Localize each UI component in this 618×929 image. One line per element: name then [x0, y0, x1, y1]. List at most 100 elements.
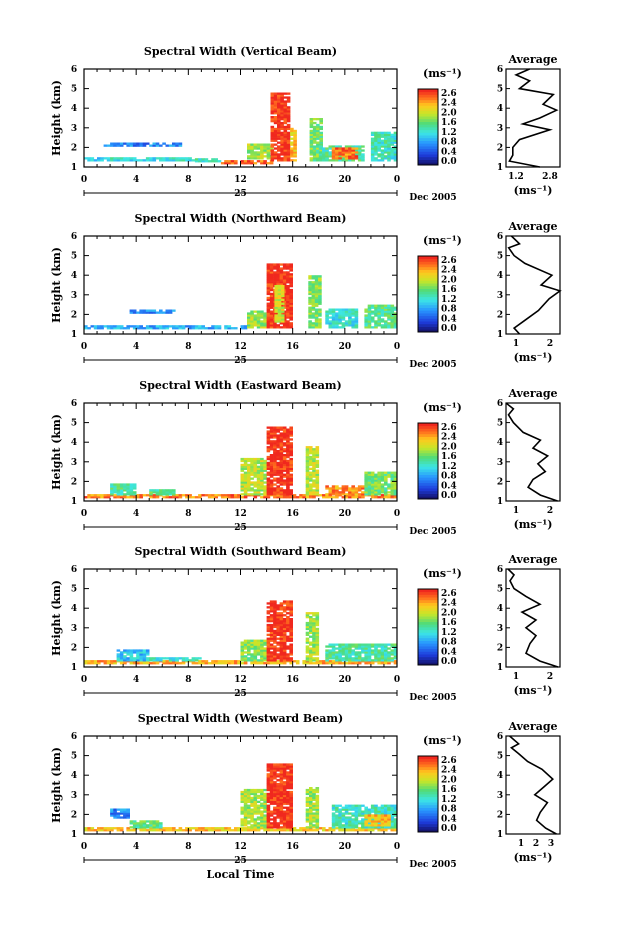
data-cell [314, 283, 319, 286]
data-cell [139, 653, 143, 656]
data-cell [289, 306, 293, 309]
data-cell [384, 473, 388, 476]
data-cell [357, 496, 362, 499]
data-cell [328, 829, 333, 832]
data-cell [172, 159, 176, 162]
data-cell [273, 434, 277, 437]
data-cell [247, 145, 251, 148]
data-cell [351, 812, 355, 815]
data-cell [266, 281, 271, 284]
colorbar-swatch [418, 89, 438, 93]
data-cell [289, 783, 293, 786]
data-cell [312, 635, 316, 638]
data-cell [142, 653, 147, 656]
data-cell [348, 153, 352, 156]
colorbar-tick-label: 0.8 [441, 472, 457, 482]
data-cell [280, 104, 284, 107]
data-cell [315, 452, 320, 455]
data-cell [289, 763, 293, 766]
data-cell [270, 127, 275, 131]
data-cell [256, 153, 261, 156]
data-cell [240, 463, 245, 467]
data-cell [351, 308, 355, 311]
data-cell [266, 322, 271, 325]
data-cell [318, 290, 322, 294]
data-cell [286, 816, 290, 819]
data-cell [273, 430, 277, 433]
data-cell [277, 102, 281, 105]
data-cell [367, 320, 372, 323]
data-cell [393, 804, 398, 807]
data-cell [129, 491, 134, 494]
data-cell [103, 157, 108, 160]
data-cell [168, 493, 173, 496]
y-tick-label: 6 [71, 565, 77, 575]
avg-x-tick-label: 1.2 [508, 172, 524, 182]
data-cell [129, 829, 134, 832]
data-cell [351, 496, 355, 499]
data-cell [357, 827, 362, 830]
data-cell [276, 467, 280, 470]
y-tick-label: 5 [71, 419, 77, 429]
data-cell [247, 788, 251, 792]
data-cell [364, 318, 368, 321]
data-cell [266, 316, 271, 319]
data-cell [247, 641, 251, 644]
data-cell [230, 162, 235, 165]
data-cell [282, 769, 287, 772]
colorbar-swatch [418, 804, 438, 808]
data-cell [309, 627, 313, 631]
data-cell [152, 489, 157, 492]
data-cell [305, 829, 310, 832]
data-cell [152, 157, 157, 160]
data-cell [269, 304, 274, 307]
data-cell [390, 310, 395, 313]
data-cell [256, 826, 261, 829]
data-cell [123, 649, 127, 652]
data-cell [309, 806, 313, 809]
data-cell [256, 320, 261, 323]
data-cell [269, 773, 274, 776]
data-cell [280, 114, 284, 117]
data-cell [263, 814, 267, 817]
data-cell [328, 151, 333, 154]
data-cell [283, 125, 288, 129]
data-cell [273, 137, 278, 140]
x-tick-label: 4 [133, 675, 139, 685]
colorbar-tick-label: 0.0 [441, 324, 457, 334]
data-cell [338, 151, 342, 154]
data-cell [293, 145, 297, 148]
data-cell [269, 277, 274, 280]
data-cell [338, 649, 342, 652]
data-cell [273, 479, 277, 482]
data-cell [279, 477, 284, 480]
data-cell [393, 818, 398, 821]
data-cell [380, 485, 385, 488]
data-cell [276, 469, 280, 472]
data-cell [240, 810, 245, 813]
data-cell [139, 657, 143, 660]
data-cell [260, 312, 264, 315]
data-cell [348, 147, 352, 150]
data-cell [266, 479, 271, 482]
data-cell [247, 149, 251, 152]
data-cell [119, 662, 124, 665]
data-cell [256, 465, 261, 468]
data-cell [319, 121, 323, 125]
data-cell [269, 475, 274, 478]
data-cell [338, 487, 342, 490]
data-cell [247, 826, 251, 829]
data-cell [266, 463, 271, 467]
data-cell [315, 473, 320, 476]
data-cell [273, 116, 278, 119]
colorbar-swatch [418, 425, 438, 429]
data-cell [370, 810, 375, 813]
data-cell [364, 479, 368, 482]
data-cell [387, 471, 391, 474]
data-cell [341, 491, 346, 494]
avg-y-tick-label: 3 [497, 458, 503, 468]
data-cell [152, 311, 157, 314]
data-cell [361, 829, 365, 832]
data-cell [289, 633, 293, 636]
colorbar-swatch [418, 810, 438, 814]
